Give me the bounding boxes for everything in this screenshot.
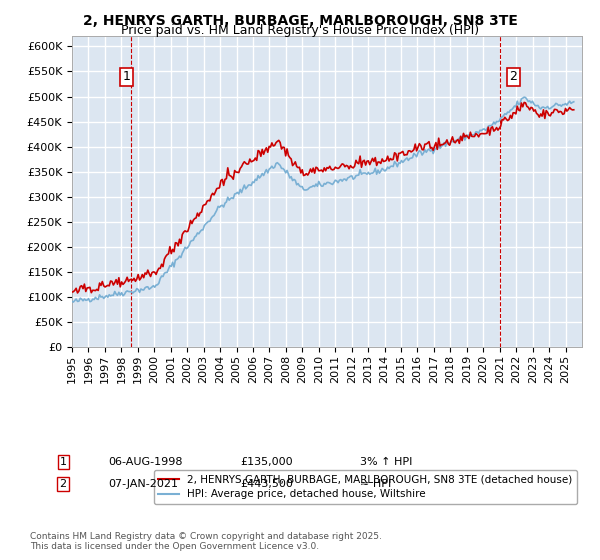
Text: £135,000: £135,000 (240, 457, 293, 467)
Text: 06-AUG-1998: 06-AUG-1998 (108, 457, 182, 467)
Text: £443,500: £443,500 (240, 479, 293, 489)
Text: 07-JAN-2021: 07-JAN-2021 (108, 479, 178, 489)
Text: ≈ HPI: ≈ HPI (360, 479, 391, 489)
Text: 1: 1 (59, 457, 67, 467)
Legend: 2, HENRYS GARTH, BURBAGE, MARLBOROUGH, SN8 3TE (detached house), HPI: Average pr: 2, HENRYS GARTH, BURBAGE, MARLBOROUGH, S… (154, 470, 577, 503)
Text: 2: 2 (509, 70, 517, 83)
Text: 2: 2 (59, 479, 67, 489)
Text: 1: 1 (122, 70, 130, 83)
Text: 3% ↑ HPI: 3% ↑ HPI (360, 457, 412, 467)
Text: Contains HM Land Registry data © Crown copyright and database right 2025.
This d: Contains HM Land Registry data © Crown c… (30, 532, 382, 552)
Text: Price paid vs. HM Land Registry's House Price Index (HPI): Price paid vs. HM Land Registry's House … (121, 24, 479, 37)
Text: 2, HENRYS GARTH, BURBAGE, MARLBOROUGH, SN8 3TE: 2, HENRYS GARTH, BURBAGE, MARLBOROUGH, S… (83, 14, 517, 28)
